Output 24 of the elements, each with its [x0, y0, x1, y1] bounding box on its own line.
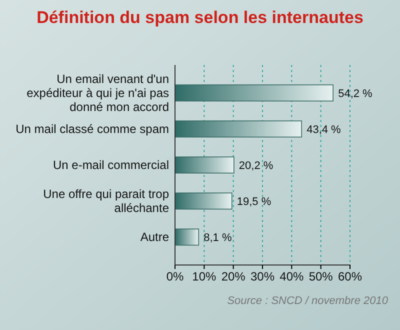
data-label: 54,2 % — [338, 88, 373, 100]
data-label: 20,2 % — [238, 160, 274, 172]
x-tick-label: 60% — [338, 270, 362, 284]
y-tick-label: Une offre qui parait trop alléchante — [43, 187, 170, 216]
data-label: 43,4 % — [306, 124, 342, 136]
x-tick-label: 30% — [250, 270, 275, 284]
x-tick-label: 10% — [192, 270, 216, 284]
y-tick-label: Un email venant d'un expéditeur à qui je n'ai pas donné mon accord — [26, 72, 169, 114]
x-tick-label: 50% — [308, 270, 334, 284]
bar — [174, 120, 302, 138]
source-note: Source : SNCD / novembre 2010 — [227, 295, 389, 307]
y-tick-label: Un mail classé comme spam — [16, 122, 170, 136]
x-tick-label: 0% — [166, 270, 184, 284]
chart-title: Définition du spam selon les internautes — [36, 8, 364, 27]
bar — [174, 156, 234, 174]
y-tick-label: Un e-mail commercial — [52, 158, 169, 172]
x-tick-label: 20% — [221, 270, 246, 284]
y-tick-label: Autre — [140, 230, 170, 244]
bar — [174, 192, 232, 210]
data-label: 8,1 % — [204, 232, 232, 244]
data-label: 19,5 % — [236, 196, 272, 208]
bar — [174, 84, 334, 102]
bar — [174, 228, 200, 246]
x-tick-label: 40% — [280, 270, 304, 284]
